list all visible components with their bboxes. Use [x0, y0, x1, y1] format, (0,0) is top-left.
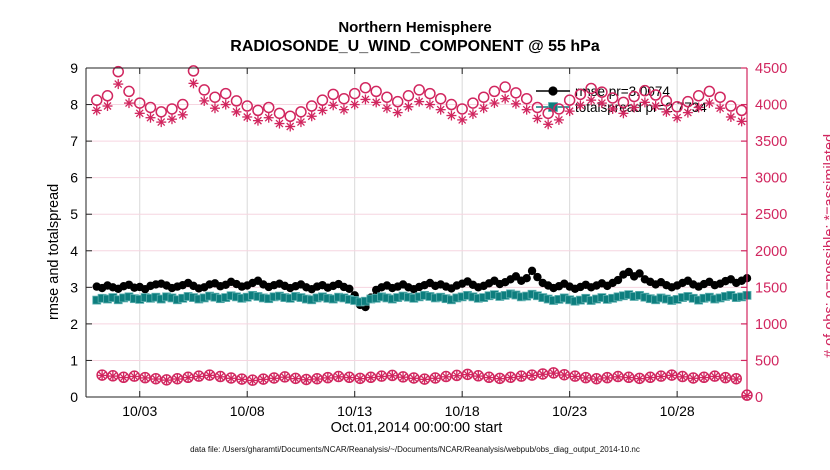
svg-text:10/08: 10/08 — [230, 403, 265, 419]
y-left-tick-labels: 0 1 2 3 4 5 6 7 8 9 — [70, 60, 92, 405]
axis-frame — [85, 67, 748, 398]
svg-text:500: 500 — [755, 353, 779, 369]
chart-title-line1: Northern Hemisphere — [338, 19, 492, 36]
svg-text:3: 3 — [70, 279, 78, 295]
y-axis-label-right: # of obs: o=possible; *=assimilated — [822, 133, 830, 358]
svg-text:0: 0 — [70, 389, 78, 405]
svg-text:7: 7 — [70, 133, 78, 149]
svg-text:10/13: 10/13 — [337, 403, 372, 419]
svg-text:2500: 2500 — [755, 207, 787, 223]
svg-text:3500: 3500 — [755, 134, 787, 150]
series-rmse — [92, 266, 752, 312]
series-totalspread — [92, 289, 752, 307]
svg-text:9: 9 — [70, 60, 78, 76]
svg-text:6: 6 — [70, 170, 78, 186]
svg-text:5: 5 — [70, 206, 78, 222]
svg-text:4500: 4500 — [755, 61, 787, 77]
svg-text:10/23: 10/23 — [552, 403, 587, 419]
y-right-tick-labels: 0 500 1000 1500 2000 2500 3000 3500 4000 4500 — [741, 61, 787, 406]
y-axis-label-left: rmse and totalspread — [46, 183, 62, 320]
svg-text:8: 8 — [70, 97, 78, 113]
svg-text:2: 2 — [70, 316, 78, 332]
x-tick-labels: 10/03 10/08 10/13 10/18 10/23 10/28 — [122, 68, 695, 419]
svg-text:1000: 1000 — [755, 317, 787, 333]
data-file-caption: data file: /Users/gharamti/Documents/NCA… — [190, 445, 640, 454]
svg-text:4000: 4000 — [755, 98, 787, 114]
svg-text:4: 4 — [70, 243, 78, 259]
svg-text:10/28: 10/28 — [660, 403, 695, 419]
svg-text:10/03: 10/03 — [122, 403, 157, 419]
series-possible_00z12z — [90, 65, 748, 123]
svg-text:3000: 3000 — [755, 171, 787, 187]
series-assimilated_06z18z — [97, 368, 752, 401]
svg-text:1500: 1500 — [755, 280, 787, 296]
chart-title-line2: RADIOSONDE_U_WIND_COMPONENT @ 55 hPa — [230, 38, 600, 55]
x-axis-label: Oct.01,2014 00:00:00 start — [330, 420, 503, 436]
svg-text:0: 0 — [755, 390, 763, 406]
svg-text:2000: 2000 — [755, 244, 787, 260]
series-assimilated_00z12z — [91, 78, 747, 132]
svg-text:1: 1 — [70, 352, 78, 368]
svg-text:10/18: 10/18 — [445, 403, 480, 419]
